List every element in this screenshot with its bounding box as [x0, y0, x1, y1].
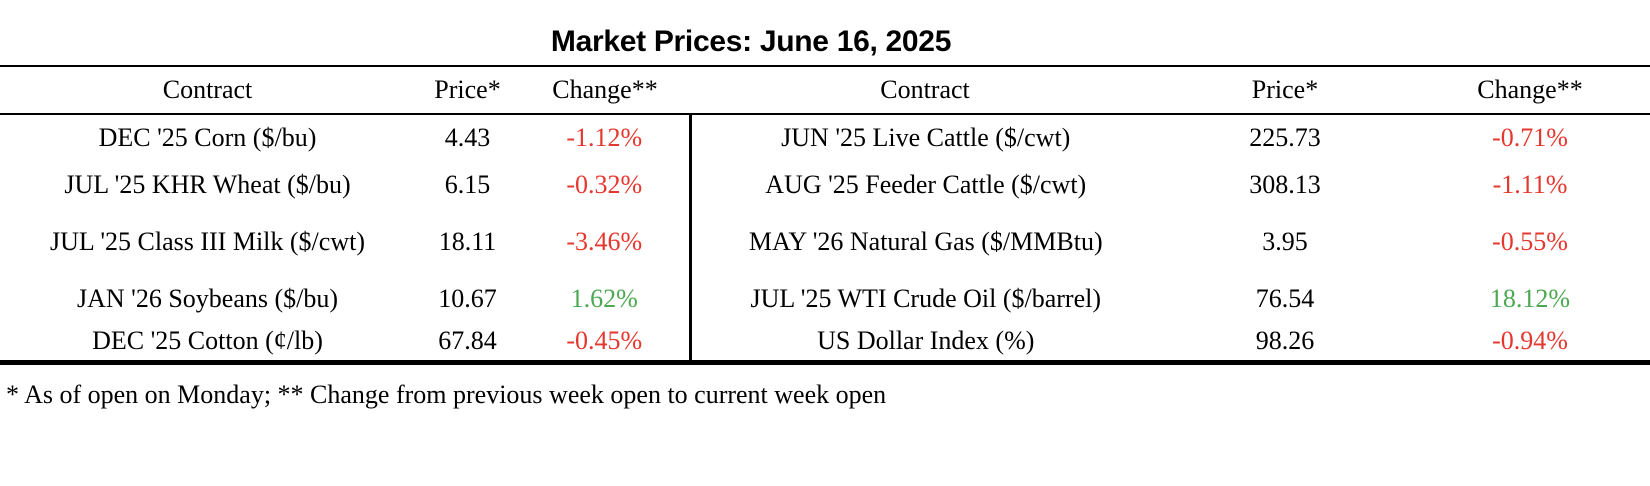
contract-cell: US Dollar Index (%): [688, 322, 1160, 365]
price-cell: 76.54: [1255, 283, 1315, 313]
change-cell: 18.12%: [1489, 283, 1571, 313]
change-cell: -1.12%: [566, 123, 643, 152]
price-cell: 10.67: [438, 283, 497, 313]
price-cell: 3.95: [1262, 226, 1308, 256]
contract-cell: JAN '26 Soybeans ($/bu): [76, 283, 339, 313]
change-cell: -3.46%: [566, 226, 643, 256]
table-row: JUL '25 Class III Milk ($/cwt) 18.11 -3.…: [0, 218, 1650, 265]
header-price-left: Price*: [415, 65, 520, 115]
spacer-row: [0, 265, 1650, 275]
price-cell: 67.84: [415, 322, 520, 365]
spacer-row: [0, 208, 1650, 218]
table-row: JUL '25 KHR Wheat ($/bu) 6.15 -0.32% AUG…: [0, 161, 1650, 208]
change-cell: -0.71%: [1492, 123, 1568, 152]
change-cell: -1.11%: [1492, 169, 1568, 199]
report-title: Market Prices: June 16, 2025: [550, 25, 952, 58]
header-contract-left: Contract: [0, 65, 415, 115]
change-cell: -0.94%: [1410, 322, 1650, 365]
header-contract-right: Contract: [690, 65, 1160, 115]
change-cell: -0.32%: [566, 169, 643, 199]
market-prices-table: Contract Price* Change** Contract Price*…: [0, 65, 1650, 365]
price-cell: 4.43: [444, 123, 491, 152]
contract-cell: JUL '25 WTI Crude Oil ($/barrel): [688, 275, 1160, 322]
contract-cell: JUL '25 KHR Wheat ($/bu): [64, 169, 351, 199]
change-cell: -0.45%: [520, 322, 690, 365]
table-row: JAN '26 Soybeans ($/bu) 10.67 1.62% JUL …: [0, 275, 1650, 322]
price-cell: 6.15: [444, 169, 491, 199]
change-cell: 1.62%: [570, 283, 638, 313]
header-price-right: Price*: [1160, 65, 1410, 115]
contract-cell: MAY '26 Natural Gas ($/MMBtu): [688, 218, 1160, 265]
contract-cell: JUL '25 Class III Milk ($/cwt): [50, 226, 365, 256]
change-cell: -0.55%: [1492, 226, 1568, 256]
price-cell: 98.26: [1160, 322, 1410, 365]
footnote: * As of open on Monday; ** Change from p…: [6, 380, 887, 409]
header-change-left: Change**: [520, 65, 690, 115]
contract-cell: AUG '25 Feeder Cattle ($/cwt): [688, 161, 1160, 208]
contract-cell: DEC '25 Corn ($/bu): [98, 123, 317, 152]
header-row: Contract Price* Change** Contract Price*…: [0, 65, 1650, 115]
price-cell: 18.11: [438, 226, 497, 256]
contract-cell: DEC '25 Cotton (¢/lb): [0, 322, 415, 365]
table-row: DEC '25 Corn ($/bu) 4.43 -1.12% JUN '25 …: [0, 114, 1650, 161]
price-cell: 225.73: [1249, 123, 1321, 152]
table-row: DEC '25 Cotton (¢/lb) 67.84 -0.45% US Do…: [0, 322, 1650, 365]
header-change-right: Change**: [1410, 65, 1650, 115]
price-cell: 308.13: [1249, 169, 1321, 199]
contract-cell: JUN '25 Live Cattle ($/cwt): [688, 114, 1160, 161]
